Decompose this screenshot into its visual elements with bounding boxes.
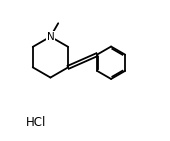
Text: N: N: [47, 32, 54, 42]
Text: HCl: HCl: [26, 116, 46, 129]
